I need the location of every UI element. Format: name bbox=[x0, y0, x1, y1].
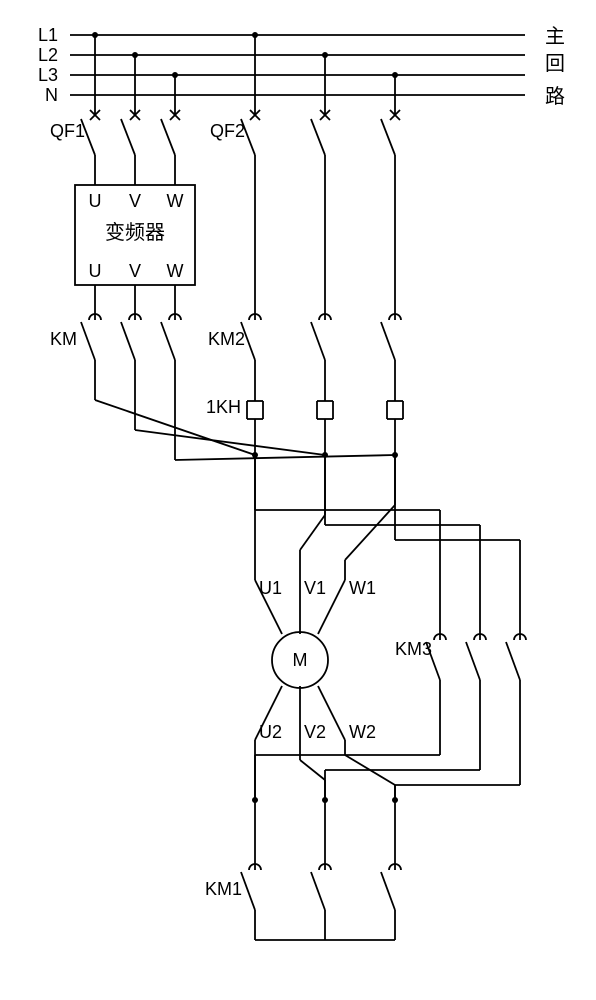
svg-text:KM1: KM1 bbox=[205, 879, 242, 899]
svg-text:W: W bbox=[167, 191, 184, 211]
svg-text:L2: L2 bbox=[38, 45, 58, 65]
svg-text:QF1: QF1 bbox=[50, 121, 85, 141]
svg-text:路: 路 bbox=[545, 85, 565, 108]
svg-text:U: U bbox=[89, 261, 102, 281]
svg-text:V: V bbox=[129, 191, 141, 211]
svg-text:U1: U1 bbox=[259, 578, 282, 598]
svg-text:V2: V2 bbox=[304, 722, 326, 742]
svg-text:L1: L1 bbox=[38, 25, 58, 45]
svg-text:W1: W1 bbox=[349, 578, 376, 598]
svg-text:QF2: QF2 bbox=[210, 121, 245, 141]
svg-text:U2: U2 bbox=[259, 722, 282, 742]
svg-text:V: V bbox=[129, 261, 141, 281]
svg-text:KM2: KM2 bbox=[208, 329, 245, 349]
svg-text:W: W bbox=[167, 261, 184, 281]
svg-text:N: N bbox=[45, 85, 58, 105]
svg-text:回: 回 bbox=[545, 53, 565, 75]
svg-text:KM: KM bbox=[50, 329, 77, 349]
svg-text:KM3: KM3 bbox=[395, 639, 432, 659]
svg-text:V1: V1 bbox=[304, 578, 326, 598]
svg-text:1KH: 1KH bbox=[206, 397, 241, 417]
svg-text:变频器: 变频器 bbox=[105, 221, 165, 244]
svg-text:U: U bbox=[89, 191, 102, 211]
svg-text:主: 主 bbox=[545, 25, 565, 48]
svg-text:M: M bbox=[293, 650, 308, 670]
svg-text:W2: W2 bbox=[349, 722, 376, 742]
svg-text:L3: L3 bbox=[38, 65, 58, 85]
